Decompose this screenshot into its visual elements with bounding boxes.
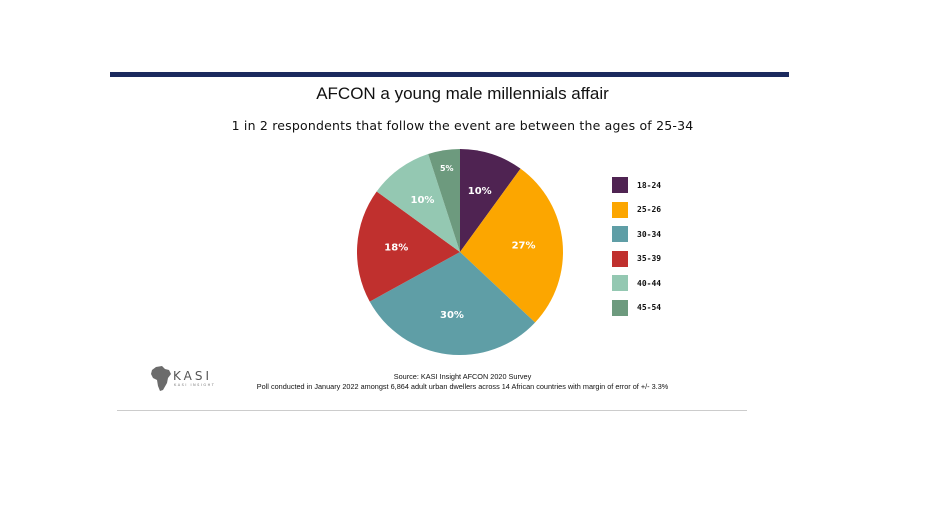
pie-slice-40-44 xyxy=(376,154,460,252)
source-note: Source: KASI Insight AFCON 2020 Survey P… xyxy=(0,372,925,392)
kasi-logo: KASI KASI INSIGHT xyxy=(150,366,230,392)
slice-label-30-34: 30% xyxy=(440,310,464,321)
pie-slice-30-34 xyxy=(369,252,536,355)
legend-label: 40-44 xyxy=(637,278,662,288)
pie-chart: 10% 27% 30% 18% 10% 5% xyxy=(357,149,563,355)
slice-label-45-54: 5% xyxy=(440,164,454,173)
africa-map-icon xyxy=(151,366,171,391)
legend-swatch xyxy=(612,299,628,316)
pie-slice-45-54 xyxy=(428,149,460,252)
legend-label: 30-34 xyxy=(637,229,662,239)
chart-title: AFCON a young male millennials affair xyxy=(316,84,609,103)
top-rule xyxy=(110,72,789,77)
legend-item-45-54: 45-54 xyxy=(612,299,702,316)
legend-item-30-34: 30-34 xyxy=(612,226,702,243)
source-line: Source: KASI Insight AFCON 2020 Survey xyxy=(393,372,532,381)
pie-slice-35-39 xyxy=(357,191,460,302)
legend-label: 35-39 xyxy=(637,254,662,264)
pie-slice-18-24 xyxy=(460,149,521,252)
legend-swatch xyxy=(612,177,628,193)
legend-swatch xyxy=(612,201,628,218)
legend-swatch xyxy=(612,275,628,292)
slice-label-40-44: 10% xyxy=(410,195,434,206)
legend-swatch xyxy=(612,250,628,267)
slice-label-35-39: 18% xyxy=(384,242,408,253)
chart-subtitle: 1 in 2 respondents that follow the event… xyxy=(231,118,694,133)
legend-swatch xyxy=(612,226,628,243)
poll-note: Poll conducted in January 2022 amongst 6… xyxy=(256,382,669,391)
legend-label: 25-26 xyxy=(637,205,662,215)
logo-wordmark: KASI xyxy=(173,369,213,383)
legend-item-40-44: 40-44 xyxy=(612,275,702,292)
legend-label: 45-54 xyxy=(637,303,662,313)
slice-label-25-26: 27% xyxy=(512,240,536,251)
legend-item-25-26: 25-26 xyxy=(612,201,702,218)
logo-tagline: KASI INSIGHT xyxy=(174,383,216,387)
legend-label: 18-24 xyxy=(637,180,662,190)
bottom-divider xyxy=(117,410,747,411)
legend-item-35-39: 35-39 xyxy=(612,250,702,267)
slice-label-18-24: 10% xyxy=(468,186,492,197)
legend-item-18-24: 18-24 xyxy=(612,177,702,193)
pie-slice-25-26 xyxy=(460,168,563,323)
legend: 18-24 25-26 30-34 35-39 40-44 45-54 xyxy=(612,177,702,325)
